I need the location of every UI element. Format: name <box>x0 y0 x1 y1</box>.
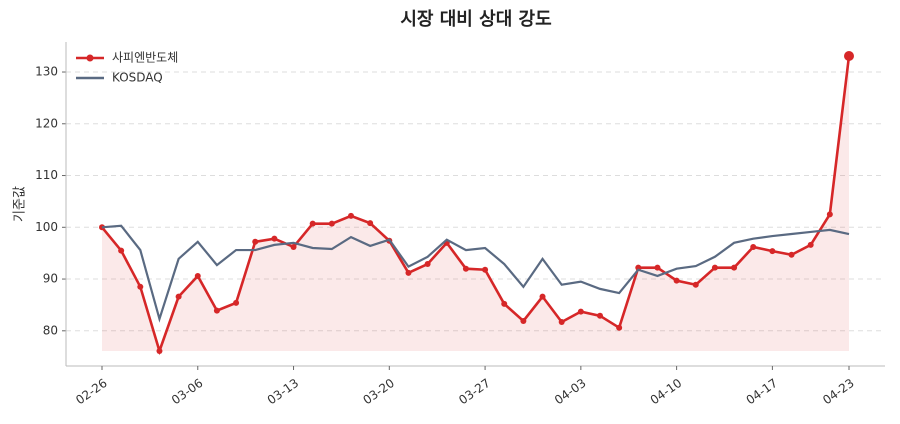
point <box>118 247 125 254</box>
point <box>213 307 220 314</box>
point <box>807 241 814 248</box>
point <box>309 220 316 227</box>
y-tick-label: 90 <box>43 272 58 286</box>
point <box>367 220 374 227</box>
point <box>616 324 623 331</box>
point <box>731 264 738 271</box>
point <box>233 299 240 306</box>
point <box>844 50 854 61</box>
x-tick-label: 03-06 <box>169 376 206 407</box>
point <box>137 283 144 290</box>
point <box>194 272 201 279</box>
point <box>290 243 297 250</box>
legend-marker <box>86 54 94 62</box>
point <box>348 212 354 219</box>
legend-label: KOSDAQ <box>112 71 163 85</box>
point <box>558 319 565 326</box>
point <box>654 264 661 271</box>
point <box>501 300 508 307</box>
point <box>692 281 699 288</box>
point <box>577 308 584 315</box>
point <box>175 293 182 300</box>
x-tick-label: 04-03 <box>552 376 589 407</box>
point <box>252 238 259 245</box>
x-tick-label: 04-23 <box>820 376 857 407</box>
point <box>673 277 680 284</box>
x-tick-label: 03-27 <box>456 376 493 407</box>
point <box>424 261 431 268</box>
point <box>597 312 603 319</box>
series-line <box>100 55 851 356</box>
point <box>482 266 489 273</box>
y-tick-label: 80 <box>43 323 58 337</box>
area <box>102 55 849 351</box>
y-axis-label: 기준값 <box>13 186 28 222</box>
point <box>788 251 795 258</box>
point <box>156 347 163 354</box>
x-tick-label: 02-26 <box>73 376 110 407</box>
series-line <box>101 224 850 323</box>
x-tick-label: 03-13 <box>265 376 302 407</box>
y-tick-label: 100 <box>35 220 58 234</box>
point <box>462 265 469 272</box>
x-tick-label: 04-17 <box>744 376 781 407</box>
y-tick-label: 130 <box>35 65 58 79</box>
point <box>711 264 718 271</box>
point <box>328 220 335 227</box>
point <box>520 317 527 324</box>
point <box>826 211 833 218</box>
point <box>405 269 412 276</box>
chart-title: 시장 대비 상대 강도 <box>400 9 551 30</box>
point <box>769 248 776 255</box>
x-tick-label: 03-20 <box>360 376 397 407</box>
y-tick-label: 120 <box>35 116 58 130</box>
legend-label: 사피엔반도체 <box>112 51 178 65</box>
point <box>271 235 278 242</box>
point <box>539 293 546 300</box>
y-tick-label: 110 <box>35 168 58 182</box>
point <box>750 243 757 250</box>
x-tick-label: 04-10 <box>648 376 685 407</box>
